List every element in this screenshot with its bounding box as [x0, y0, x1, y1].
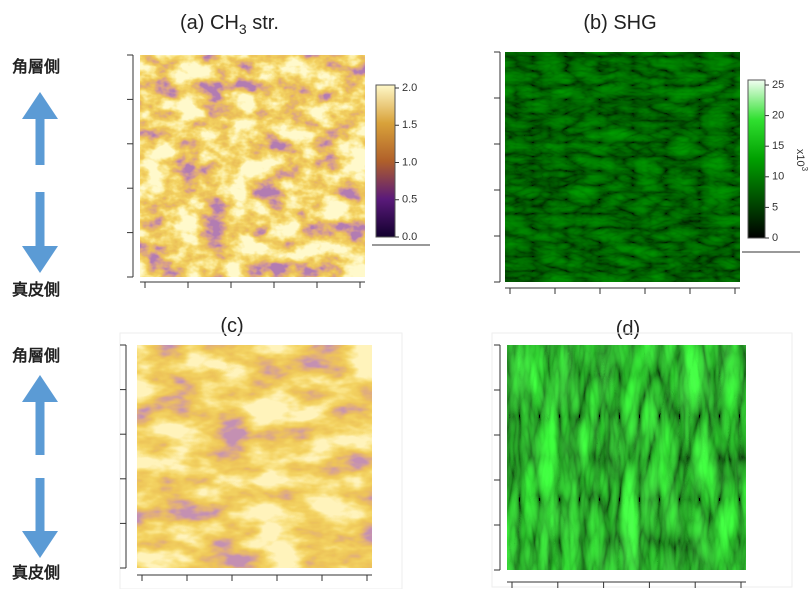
colorbar-tick-label: 5: [772, 201, 778, 213]
side-label: 真皮側: [12, 563, 60, 582]
panel-title: (d): [616, 318, 640, 340]
colorbar-tick-label: 25: [772, 79, 784, 91]
colorbar-tick-label: 1.0: [402, 156, 417, 168]
side-label: 角層側: [12, 57, 60, 76]
colorbar-tick-label: 10: [772, 171, 784, 183]
colorbar-tick-label: 1.5: [402, 119, 417, 131]
colorbar-tick-label: 15: [772, 140, 784, 152]
frame: [119, 332, 403, 589]
colorbar-tick-label: 2.0: [402, 82, 417, 94]
raman-image: [140, 55, 365, 277]
colorbar-tick-label: 0.5: [402, 194, 417, 206]
colorbar-tick-label: 0: [772, 232, 778, 244]
colorbar: [747, 79, 766, 239]
colorbar-tick-label: 20: [772, 110, 784, 122]
side-label: 真皮側: [12, 280, 60, 299]
panel-title: (b) SHG: [583, 12, 656, 34]
shg-image: [505, 52, 740, 282]
raman-image: [137, 345, 372, 568]
colorbar-tick-label: 0.0: [402, 231, 417, 243]
panel-title: (a) CH3 str.: [180, 12, 279, 37]
colorbar: [375, 84, 396, 238]
shg-image: [507, 345, 746, 570]
side-label: 角層側: [12, 346, 60, 365]
frame: [491, 332, 793, 588]
panel-title: (c): [220, 315, 243, 337]
colorbar-unit: x103: [794, 149, 809, 172]
